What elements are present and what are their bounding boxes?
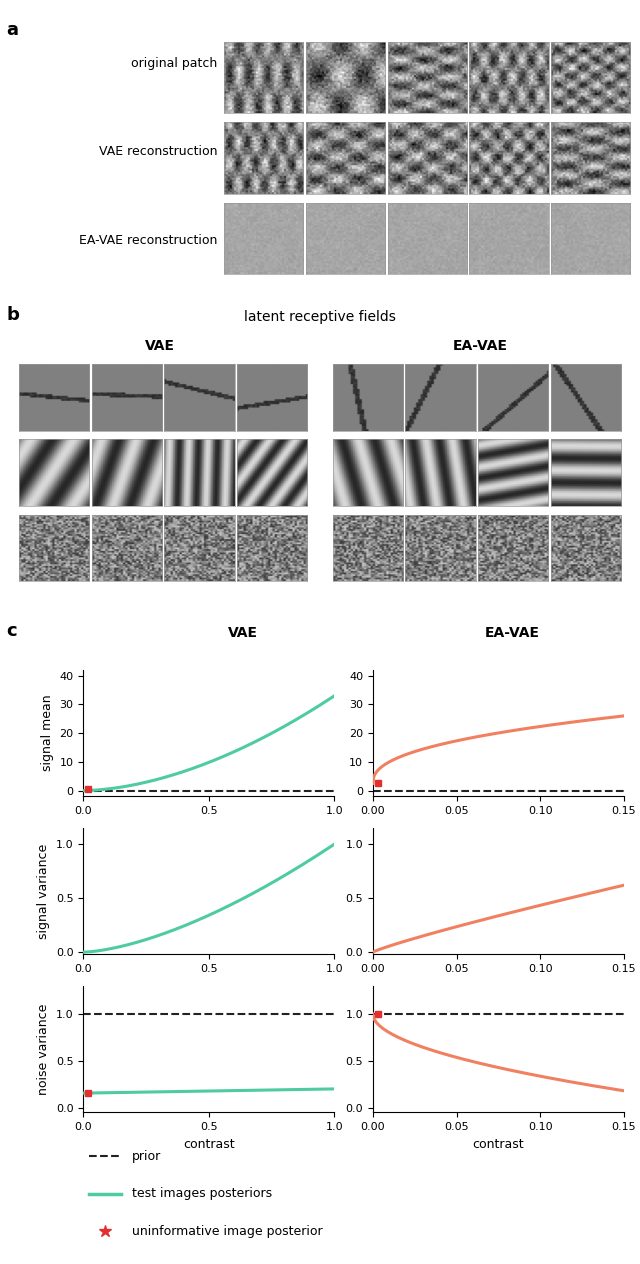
Y-axis label: signal variance: signal variance (37, 843, 51, 939)
Text: b: b (6, 306, 19, 324)
X-axis label: contrast: contrast (183, 1138, 235, 1150)
Text: EA-VAE: EA-VAE (484, 626, 540, 640)
Text: VAE: VAE (228, 626, 258, 640)
Text: latent receptive fields: latent receptive fields (244, 310, 396, 324)
Text: test images posteriors: test images posteriors (132, 1187, 272, 1201)
Text: a: a (6, 21, 19, 39)
Text: uninformative image posterior: uninformative image posterior (132, 1225, 323, 1237)
X-axis label: contrast: contrast (472, 1138, 524, 1150)
Text: VAE: VAE (145, 339, 175, 353)
Text: c: c (6, 622, 17, 640)
Text: EA-VAE: EA-VAE (452, 339, 508, 353)
Text: prior: prior (132, 1150, 161, 1163)
Text: original patch: original patch (131, 57, 218, 70)
Y-axis label: noise variance: noise variance (37, 1004, 51, 1095)
Text: VAE reconstruction: VAE reconstruction (99, 145, 218, 158)
Y-axis label: signal mean: signal mean (41, 695, 54, 771)
Text: EA-VAE reconstruction: EA-VAE reconstruction (79, 234, 218, 246)
